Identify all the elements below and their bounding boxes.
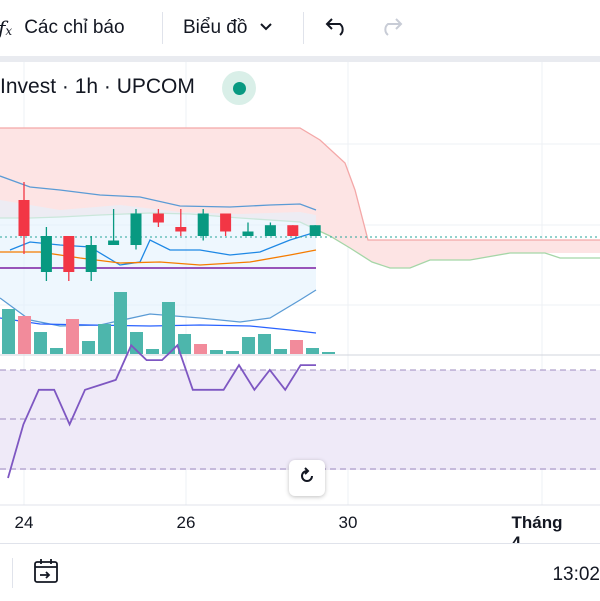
candle-body xyxy=(264,225,276,236)
candle-body xyxy=(242,231,254,236)
volume-bar xyxy=(34,332,47,354)
volume-bar xyxy=(194,344,207,354)
market-open-dot xyxy=(232,81,246,95)
volume-bar xyxy=(82,341,95,354)
symbol-title: Invest · 1h · UPCOM xyxy=(0,75,195,98)
volume-bar xyxy=(50,348,63,354)
volume-bar xyxy=(210,350,223,354)
volume-bar xyxy=(66,319,79,354)
candle-body xyxy=(175,227,187,232)
bollinger-upper xyxy=(0,175,317,211)
time-axis[interactable]: 24 26 30 Tháng 4 xyxy=(0,505,600,552)
candle-body xyxy=(287,225,299,236)
function-fx-icon: fx xyxy=(0,16,13,40)
bollinger-band xyxy=(0,200,316,326)
volume-bar xyxy=(98,324,111,354)
chart-type-dropdown[interactable]: Biểu đồ xyxy=(183,0,273,56)
indicators-button[interactable]: fx Các chỉ báo xyxy=(0,0,125,56)
toolbar-divider xyxy=(303,12,304,44)
time-tick: 30 xyxy=(338,513,358,532)
ma-blue-line xyxy=(9,231,317,266)
volume-bar xyxy=(18,316,31,354)
volume-bar xyxy=(242,337,255,354)
candle-body xyxy=(130,213,142,245)
volume-bar xyxy=(114,292,127,354)
rsi-line xyxy=(7,343,316,479)
volume-bar xyxy=(2,309,15,354)
candle-body xyxy=(40,236,52,272)
undo-button[interactable] xyxy=(324,0,350,56)
volume-bar xyxy=(178,334,191,354)
volume-bar xyxy=(290,340,303,354)
candle-body xyxy=(85,245,97,272)
candle-body xyxy=(108,240,120,245)
volume-bar xyxy=(306,348,319,354)
candle-body xyxy=(197,213,209,236)
reset-rotate-icon xyxy=(297,466,317,491)
bottom-toolbar: 13:02 xyxy=(0,543,600,601)
volume-bar xyxy=(322,352,335,354)
price-chart-svg xyxy=(0,62,600,506)
candle-body xyxy=(63,236,75,272)
time-tick: 24 xyxy=(14,513,34,532)
candle-body xyxy=(18,200,30,236)
reset-chart-button[interactable] xyxy=(289,460,325,496)
time-tick: 26 xyxy=(176,513,196,532)
redo-arrow-icon xyxy=(378,15,404,42)
chevron-down-icon xyxy=(259,19,273,37)
redo-button[interactable] xyxy=(378,0,404,56)
indicators-label: Các chỉ báo xyxy=(24,17,125,38)
candle-body xyxy=(309,225,321,236)
toolbar-divider xyxy=(162,12,163,44)
time-tick: Tháng 4 xyxy=(511,513,563,552)
volume-bar xyxy=(258,334,271,354)
volume-bar xyxy=(274,349,287,354)
cloud-upper-line xyxy=(0,127,600,241)
chart-toolbar: fx Các chỉ báo Biểu đồ xyxy=(0,0,600,56)
chart-canvas[interactable] xyxy=(0,62,600,540)
candle-body xyxy=(220,213,232,232)
toolbar-separator xyxy=(0,56,600,62)
volume-bar xyxy=(146,349,159,354)
undo-arrow-icon xyxy=(324,15,350,42)
rsi-background xyxy=(0,370,600,470)
symbol-legend[interactable]: Invest · 1h · UPCOM xyxy=(0,72,195,102)
market-status-indicator[interactable] xyxy=(222,71,256,105)
ma-orange-line xyxy=(0,249,317,266)
volume-bar xyxy=(162,302,175,354)
volume-bar xyxy=(226,351,239,354)
candles-group xyxy=(18,182,321,281)
bottom-divider xyxy=(12,558,13,588)
chart-type-label: Biểu đồ xyxy=(183,17,248,38)
ichimoku-cloud-bearish xyxy=(0,128,600,268)
calendar-go-to-date-icon[interactable] xyxy=(32,557,62,592)
current-time[interactable]: 13:02 xyxy=(552,564,600,585)
candle-body xyxy=(152,213,164,223)
